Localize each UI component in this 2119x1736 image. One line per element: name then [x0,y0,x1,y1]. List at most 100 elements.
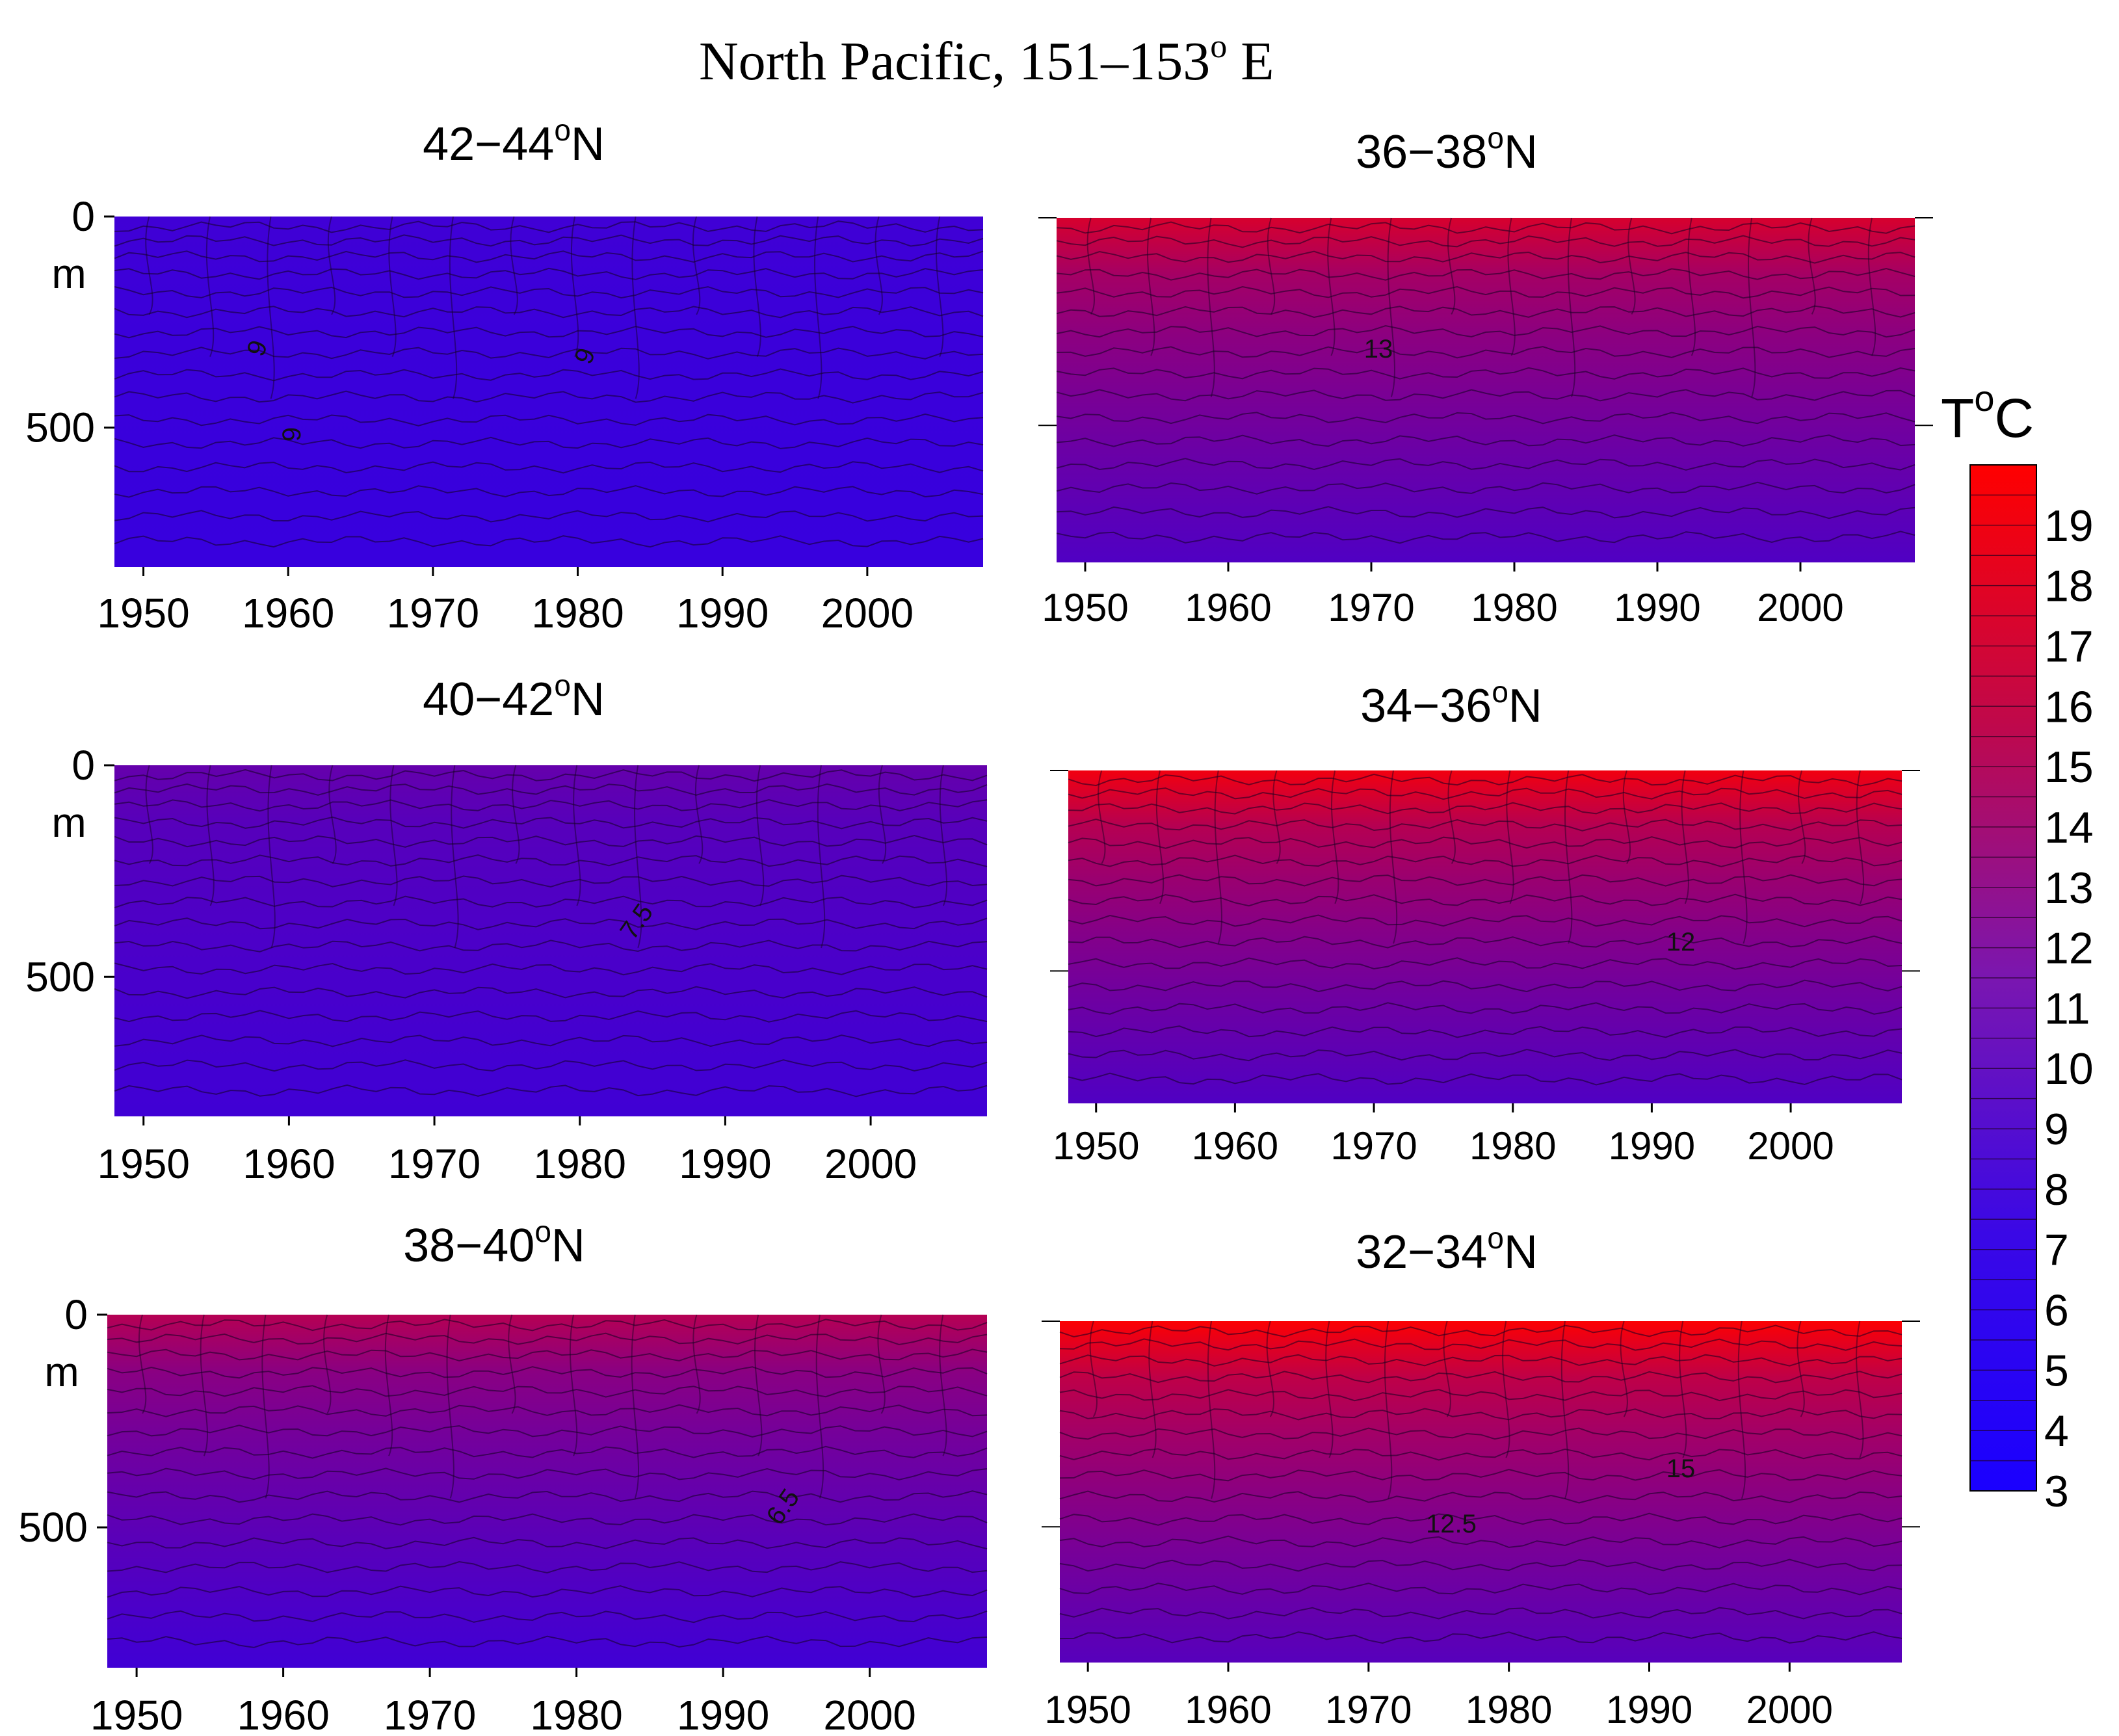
contour-line [877,1314,886,1414]
contour-line [114,250,984,263]
colorbar: ToC 19 18 17 16 15 14 13 12 11 10 9 8 7 6 5 4 3 [1941,378,2094,1516]
contour-line [1447,770,1456,864]
contour-lines [1059,1321,1902,1644]
contour-line [267,765,276,949]
contour-line [114,510,984,523]
x-tick-label: 2000 [823,1692,915,1736]
y-tick-label: 0 [72,193,95,240]
contour-line [1056,235,1915,248]
contour-line [1068,979,1902,993]
contour-line [1068,1002,1902,1015]
colorbar-label: 8 [2044,1165,2069,1215]
contour-line [107,1332,988,1346]
contour-line [753,216,761,357]
contour-line [114,854,988,867]
contour-line [107,1585,988,1598]
contour-line [1056,506,1915,519]
contour-line [261,1314,270,1499]
contour-line [939,765,948,906]
contour-line [114,1034,988,1047]
contour-line [107,1635,988,1648]
contour-line [1447,217,1456,315]
contour-line [114,940,988,953]
y-axis-unit: m [51,799,86,846]
contour-line [1207,1321,1216,1499]
contour-line [446,1314,454,1499]
contour-line [451,765,459,949]
contour-line [1059,1583,1902,1596]
contour-line [1384,1321,1393,1499]
x-tick-label: 1980 [1471,586,1557,629]
x-tick-label: 1960 [1192,1124,1278,1168]
contour-line [1098,770,1106,864]
contour-line [1059,1558,1902,1572]
contour-line [1147,217,1155,356]
contour-line [1266,1321,1274,1417]
x-tick-label: 1970 [1325,1688,1412,1731]
contour-line [267,216,275,399]
contour-line [327,216,336,315]
colorbar-label: 9 [2044,1105,2069,1154]
colorbar-label: 10 [2044,1044,2094,1094]
colorbar-level-lines [1970,494,2036,1462]
contour-line [1056,531,1915,544]
contour-line [1056,434,1915,447]
contour-line [449,216,458,399]
contour-line [692,216,701,315]
contour-line [323,1314,332,1414]
panel-4: 36−38oN 1950 1960 1970 1980 1990 2000 13 [1038,121,1933,629]
contour-line [107,1348,988,1361]
y-tick-label: 500 [25,953,95,1000]
x-tick-label: 1960 [1185,586,1271,629]
contour-line [138,1314,147,1414]
x-tick-label: 1960 [243,1140,335,1187]
figure-title: North Pacific, 151–153o E [699,28,1274,92]
colorbar-label: 18 [2044,562,2094,611]
panel-title: 36−38oN [1356,121,1538,178]
colorbar-label: 19 [2044,501,2094,551]
contour-line [1507,217,1516,356]
contour-line [1620,1321,1628,1417]
colorbar-label: 14 [2044,803,2094,852]
contour-line [107,1425,988,1438]
contour-line [114,306,984,319]
contour-line [756,765,765,906]
contour-line [1068,1072,1902,1086]
x-tick-label: 1950 [1053,1124,1139,1168]
contour-line [1506,770,1514,904]
contour-line [114,413,984,427]
panel-field [1060,1321,1902,1663]
contour-label: 12.5 [1426,1510,1477,1538]
y-axis-unit: m [44,1348,79,1395]
contour-line [570,216,579,357]
contour-lines [107,1314,988,1648]
contour-line [328,765,337,864]
title-degree-sup: o [1210,28,1227,65]
contour-line [114,962,988,976]
contour-line [1056,367,1915,380]
panel-5: 34−36oN 1950 1960 1970 1980 1990 2000 12 [1050,675,1920,1168]
contour-line [114,461,984,474]
x-tick-label: 1960 [237,1692,329,1736]
contour-line [1059,1490,1902,1504]
contour-lines [114,216,984,548]
contour-line [388,216,397,357]
contour-line [384,1314,393,1456]
contour-line [1622,770,1631,864]
contour-line [1856,1321,1864,1458]
x-tick-label: 1950 [90,1692,183,1736]
contour-label: 13 [1364,335,1393,363]
x-tick-label: 1980 [530,1692,622,1736]
contour-line [1325,1321,1334,1458]
colorbar-label: 12 [2044,924,2094,973]
contour-line [1056,389,1915,402]
contour-line [1679,1321,1687,1458]
contour-line [107,1610,988,1624]
y-axis-unit: m [51,250,86,297]
contour-line [1059,1448,1902,1461]
contour-line [389,765,398,906]
contour-line [107,1536,988,1550]
x-tick-label: 2000 [1746,1688,1833,1731]
contour-line [1068,818,1902,832]
